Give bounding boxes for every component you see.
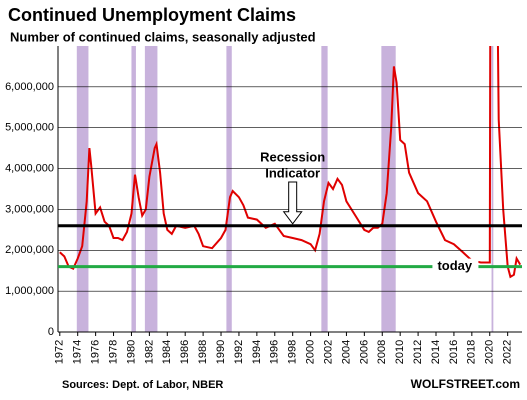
y-tick-label: 0 bbox=[48, 326, 54, 338]
y-tick-label: 2,000,000 bbox=[5, 244, 54, 256]
chart-title: Continued Unemployment Claims bbox=[8, 5, 296, 25]
x-tick-label: 2000 bbox=[305, 340, 317, 364]
x-tick-label: 1994 bbox=[251, 340, 263, 364]
x-tick-label: 1972 bbox=[54, 340, 66, 364]
x-tick-label: 2010 bbox=[394, 340, 406, 364]
x-tick-label: 1978 bbox=[107, 340, 119, 364]
source: Sources: Dept. of Labor, NBER bbox=[62, 379, 223, 391]
y-tick-label: 3,000,000 bbox=[5, 203, 54, 215]
brand: WOLFSTREET.com bbox=[411, 377, 520, 391]
x-tick-label: 2012 bbox=[412, 340, 424, 364]
x-tick-label: 1988 bbox=[197, 340, 209, 364]
x-tick-label: 1982 bbox=[143, 340, 155, 364]
x-tick-label: 2020 bbox=[484, 340, 496, 364]
x-tick-label: 2008 bbox=[376, 340, 388, 364]
x-tick-label: 1974 bbox=[72, 340, 84, 364]
x-tick-label: 1996 bbox=[269, 340, 281, 364]
x-tick-label: 2006 bbox=[358, 340, 370, 364]
x-tick-label: 1976 bbox=[90, 340, 102, 364]
recession-band bbox=[226, 46, 232, 332]
y-tick-label: 4,000,000 bbox=[5, 162, 54, 174]
annotation: Recession bbox=[260, 149, 325, 164]
x-tick-label: 1998 bbox=[287, 340, 299, 364]
annotation: today bbox=[437, 258, 472, 273]
x-tick-label: 1984 bbox=[161, 340, 173, 364]
x-tick-label: 2016 bbox=[448, 340, 460, 364]
x-tick-label: 2022 bbox=[502, 340, 514, 364]
annotation-arrow bbox=[282, 181, 303, 225]
y-tick-label: 5,000,000 bbox=[5, 122, 54, 134]
chart-subtitle: Number of continued claims, seasonally a… bbox=[10, 29, 316, 44]
recession-band bbox=[321, 46, 328, 332]
y-tick-label: 1,000,000 bbox=[5, 285, 54, 297]
x-tick-label: 2014 bbox=[430, 340, 442, 364]
recession-band bbox=[144, 46, 158, 332]
x-tick-label: 2002 bbox=[322, 340, 334, 364]
recession-band bbox=[491, 46, 494, 332]
x-tick-label: 1992 bbox=[233, 340, 245, 364]
x-tick-label: 1986 bbox=[179, 340, 191, 364]
x-tick-label: 1980 bbox=[125, 340, 137, 364]
annotation: Indicator bbox=[265, 165, 320, 180]
label-bg bbox=[432, 258, 479, 275]
y-tick-label: 6,000,000 bbox=[5, 81, 54, 93]
x-tick-label: 1990 bbox=[215, 340, 227, 364]
recession-band bbox=[76, 46, 89, 332]
x-tick-label: 2004 bbox=[340, 340, 352, 364]
x-tick-label: 2018 bbox=[466, 340, 478, 364]
